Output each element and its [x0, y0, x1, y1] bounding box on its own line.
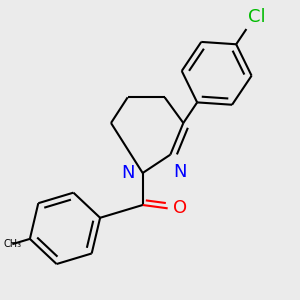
Text: O: O [173, 199, 187, 217]
Text: Cl: Cl [248, 8, 266, 26]
Text: N: N [121, 164, 134, 182]
Text: CH₃: CH₃ [3, 239, 21, 249]
Text: N: N [174, 163, 187, 181]
